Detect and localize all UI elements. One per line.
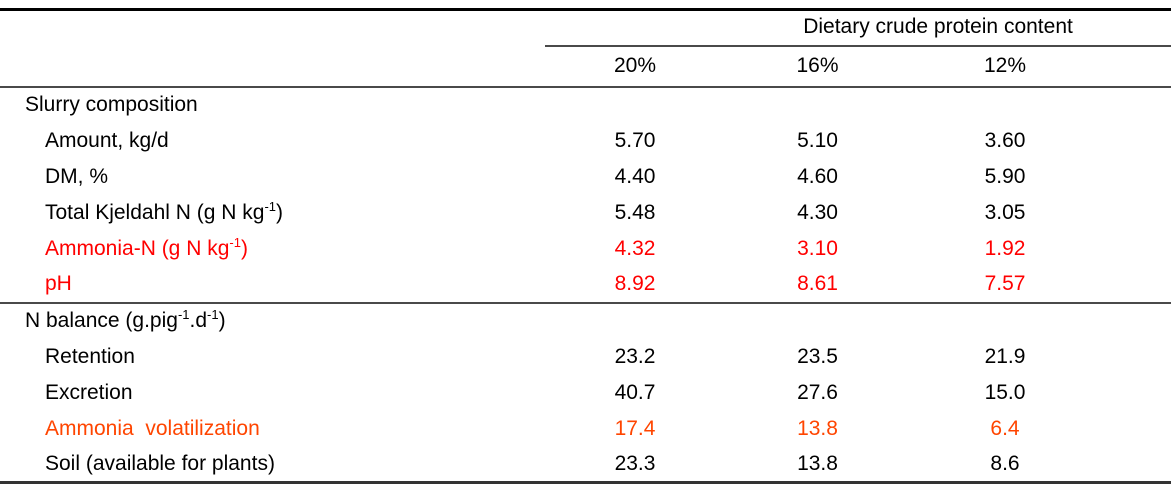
spacer-cell: [1100, 375, 1171, 411]
value-cell: 5.90: [984, 164, 1026, 188]
label-text: ): [218, 309, 226, 332]
section-title: Slurry composition: [0, 87, 1171, 123]
label-text: .d: [189, 309, 208, 332]
superscript: -1: [229, 234, 241, 250]
column-header-20pct: 20%: [545, 45, 725, 88]
value-cell: 4.32: [614, 236, 656, 260]
value-cell: 4.30: [797, 200, 838, 224]
value-cell: 23.5: [797, 344, 838, 368]
section-header-row: Slurry composition: [0, 87, 1171, 123]
row-label: pH: [0, 267, 545, 303]
group-header: Dietary crude protein content: [545, 9, 1171, 47]
spacer-cell: [1100, 339, 1171, 375]
value-cell: 3.05: [984, 200, 1026, 224]
label-text: Excretion: [45, 380, 133, 404]
table-row: pH 8.92 8.61 7.57: [0, 267, 1171, 303]
value-cell: 5.48: [614, 200, 656, 224]
column-header-row: 20% 16% 12%: [0, 45, 1171, 88]
row-label: Total Kjeldahl N (g N kg-1): [0, 195, 545, 231]
value-cell: 8.61: [797, 272, 838, 295]
value-cell: 5.10: [797, 128, 838, 152]
column-header-12pct: 12%: [910, 45, 1100, 88]
column-header-16pct: 16%: [725, 45, 910, 88]
table-row: Ammonia volatilization 17.4 13.8 6.4: [0, 411, 1171, 447]
label-text: pH: [45, 272, 72, 295]
value-cell: 21.9: [984, 344, 1026, 368]
section-header-row: N balance (g.pig-1.d-1): [0, 301, 1171, 339]
label-column-header: [0, 45, 545, 88]
table-row: Retention 23.2 23.5 21.9: [0, 339, 1171, 375]
superscript: -1: [207, 307, 219, 322]
value-cell: 23.2: [614, 344, 656, 368]
spacer-cell: [1100, 447, 1171, 483]
superscript: -1: [264, 198, 276, 214]
section-1: Slurry composition Amount, kg/d 5.70 5.10 3.…: [0, 87, 1171, 303]
table-row: Total Kjeldahl N (g N kg-1) 5.48 4.30 3.05: [0, 195, 1171, 231]
table-row: Ammonia-N (g N kg-1) 4.32 3.10 1.92: [0, 231, 1171, 267]
value-cell: 27.6: [797, 380, 838, 404]
row-label: DM, %: [0, 159, 545, 195]
section-2: N balance (g.pig-1.d-1) Retention 23.2 23.5…: [0, 301, 1171, 483]
value-cell: 23.3: [614, 451, 656, 475]
value-cell: 13.8: [797, 416, 838, 440]
value-cell: 1.92: [984, 236, 1026, 260]
superscript: -1: [177, 307, 190, 322]
value-cell: 4.40: [614, 164, 656, 188]
label-text: N balance (g.pig: [25, 309, 178, 332]
spacer-cell: [1100, 159, 1171, 195]
row-label: Soil (available for plants): [0, 447, 545, 483]
table-row: Excretion 40.7 27.6 15.0: [0, 375, 1171, 411]
row-label: Ammonia volatilization: [0, 411, 545, 447]
label-text: Slurry composition: [25, 93, 198, 116]
spacer-cell: [1100, 195, 1171, 231]
label-text: Retention: [45, 344, 135, 368]
section-title: N balance (g.pig-1.d-1): [0, 301, 1171, 339]
label-text: DM, %: [45, 164, 108, 188]
table-row: Soil (available for plants) 23.3 13.8 8.6: [0, 447, 1171, 483]
label-text: Total Kjeldahl N (g N kg: [45, 200, 265, 224]
value-cell: 3.10: [797, 236, 838, 260]
label-text: Ammonia volatilization: [45, 416, 260, 440]
value-cell: 3.60: [984, 128, 1026, 152]
label-text: Amount, kg/d: [45, 128, 169, 152]
row-label: Excretion: [0, 375, 545, 411]
spacer-cell: [1100, 123, 1171, 159]
label-text: ): [240, 236, 248, 260]
group-header-row: Dietary crude protein content: [0, 9, 1171, 47]
label-text: ): [276, 200, 283, 224]
table-row: DM, % 4.40 4.60 5.90: [0, 159, 1171, 195]
table-row: Amount, kg/d 5.70 5.10 3.60: [0, 123, 1171, 159]
value-cell: 8.6: [990, 451, 1020, 475]
value-cell: 13.8: [797, 451, 838, 475]
label-text: Soil (available for plants): [45, 451, 275, 475]
value-cell: 4.60: [797, 164, 838, 188]
spacer-cell: [1100, 231, 1171, 267]
table-header: Dietary crude protein content 20% 16% 12…: [0, 9, 1171, 88]
row-label: Retention: [0, 339, 545, 375]
spacer-cell: [1100, 267, 1171, 303]
value-cell: 6.4: [990, 416, 1020, 440]
corner-cell: [0, 10, 545, 46]
spacer-cell: [1100, 411, 1171, 447]
spacer-cell: [1100, 45, 1171, 88]
value-cell: 5.70: [614, 128, 656, 152]
value-cell: 15.0: [984, 380, 1026, 404]
data-table: Dietary crude protein content 20% 16% 12…: [0, 8, 1171, 484]
row-label: Amount, kg/d: [0, 123, 545, 159]
value-cell: 17.4: [614, 416, 656, 440]
row-label: Ammonia-N (g N kg-1): [0, 231, 545, 267]
value-cell: 8.92: [614, 272, 656, 295]
value-cell: 40.7: [614, 380, 656, 404]
label-text: Ammonia-N (g N kg: [45, 236, 230, 260]
value-cell: 7.57: [984, 272, 1026, 295]
